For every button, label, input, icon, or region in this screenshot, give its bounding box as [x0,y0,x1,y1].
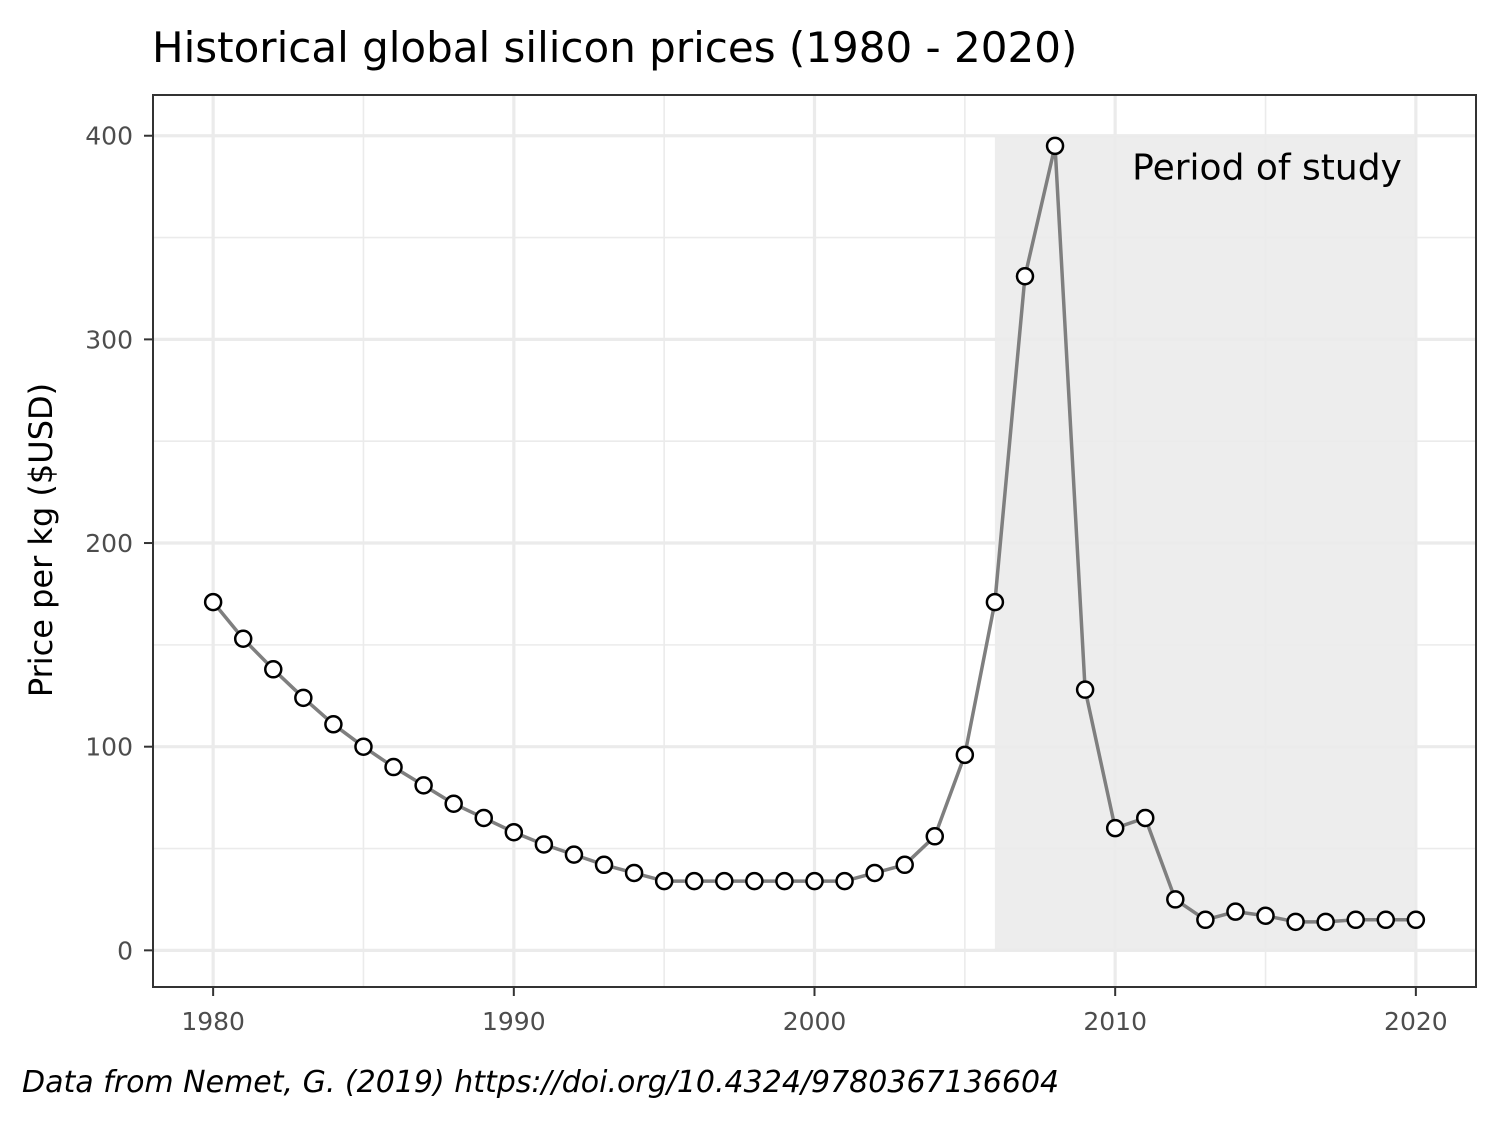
data-point [745,871,764,891]
data-point [294,688,313,708]
data-point [264,660,283,679]
data-point [414,776,433,795]
data-point [1346,910,1365,930]
data-point [624,863,644,883]
plot-panel: Period of study [152,94,1477,988]
y-axis-label: Price per kg ($USD) [22,383,60,697]
x-tick-label: 1980 [181,1007,245,1036]
data-point [835,871,854,891]
x-tick-label: 2000 [783,1007,847,1036]
data-points [203,136,1426,932]
data-point [1196,910,1215,930]
data-point [955,745,975,765]
data-point [925,827,945,846]
x-axis: 1980 1990 2000 2010 2020 [181,987,1448,1036]
y-axis: 0 100 200 300 400 [85,122,153,965]
data-point [1256,906,1275,925]
data-point [654,871,674,891]
shaded-region-label: Period of study [1132,148,1402,189]
y-tick-label: 100 [85,733,133,762]
x-tick-label: 1990 [482,1007,546,1036]
data-point [564,845,584,864]
data-point [354,737,373,756]
data-point [985,592,1005,612]
data-point [474,808,493,828]
data-point [384,757,403,777]
data-point [1376,910,1396,930]
data-point [233,629,253,649]
data-point [504,822,524,842]
x-tick-label: 2020 [1384,1007,1448,1036]
data-point [1166,890,1185,909]
data-point [1075,680,1095,699]
data-point [1015,267,1035,286]
data-point [805,871,824,891]
data-point [865,863,884,883]
chart-title: Historical global silicon prices (1980 -… [152,23,1077,72]
data-point [1406,910,1426,930]
data-point [1045,136,1065,156]
data-point [1136,808,1155,828]
data-point [1286,912,1305,932]
data-point [1316,912,1335,932]
data-point [775,871,794,891]
data-point [895,855,914,875]
data-point [203,592,223,612]
data-point [1226,902,1245,921]
data-point [684,871,704,891]
data-point [534,835,554,854]
x-tick-label: 2010 [1083,1007,1147,1036]
data-point [715,871,734,891]
shaded-region [994,135,1416,951]
y-tick-label: 0 [117,936,133,965]
y-tick-label: 200 [85,529,133,558]
data-point [1105,818,1125,838]
data-source-caption: Data from Nemet, G. (2019) https://doi.o… [22,1065,1059,1100]
y-tick-label: 400 [85,122,133,151]
y-tick-label: 300 [85,325,133,354]
data-point [594,855,614,875]
data-point [324,715,343,734]
data-point [444,794,463,813]
